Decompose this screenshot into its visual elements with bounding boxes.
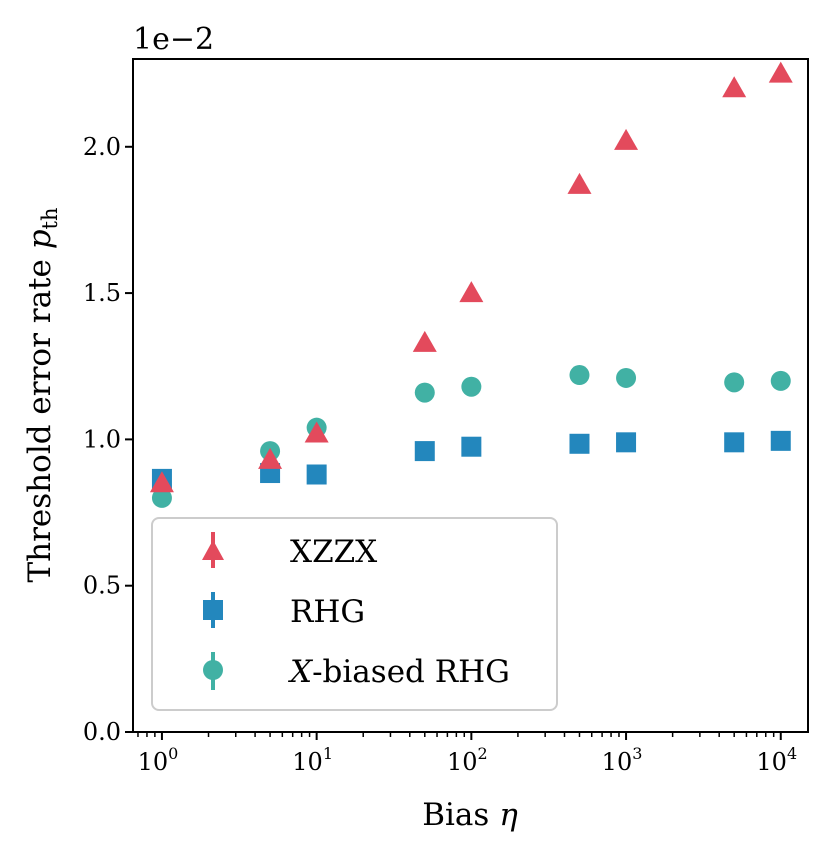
x-tick-label: 103 — [602, 744, 643, 776]
point-rhg — [306, 464, 327, 485]
point-xzzx — [722, 76, 747, 98]
point-rhg — [616, 432, 637, 453]
point-rhg — [461, 436, 482, 457]
point-x-biased-rhg — [414, 382, 435, 403]
axis-ticks: 0.0 0.5 1.0 1.5 2.0 100 101 102 103 104 — [83, 133, 797, 776]
data-marks — [149, 61, 793, 508]
legend-marker-x-biased-rhg — [203, 660, 223, 680]
legend: XZZX RHG X-biased RHG — [151, 517, 558, 711]
y-tick-label: 2.0 — [83, 133, 121, 161]
point-x-biased-rhg — [569, 365, 590, 386]
legend-entry-rhg: RHG — [203, 592, 365, 630]
legend-marker-xzzx — [202, 540, 224, 560]
point-xzzx — [412, 330, 437, 352]
x-axis-label: Bias η — [422, 797, 518, 833]
legend-label-rhg: RHG — [290, 594, 365, 630]
point-rhg — [724, 432, 745, 453]
x-tick-label: 102 — [447, 744, 488, 776]
legend-label-x-biased-rhg: X-biased RHG — [288, 654, 510, 690]
x-tick-label: 101 — [292, 744, 333, 776]
x-tick-label: 100 — [138, 744, 179, 776]
point-x-biased-rhg — [724, 372, 745, 393]
plot-frame — [132, 58, 809, 733]
point-rhg — [414, 441, 435, 462]
y-tick-label: 0.0 — [83, 718, 121, 746]
point-x-biased-rhg — [770, 370, 791, 391]
x-tick-label: 104 — [756, 744, 797, 776]
point-xzzx — [459, 281, 484, 303]
legend-label-xzzx: XZZX — [290, 534, 377, 570]
point-rhg — [770, 430, 791, 451]
point-xzzx — [258, 447, 283, 469]
offset-label: 1e−2 — [133, 22, 214, 57]
y-tick-label: 1.5 — [83, 279, 121, 307]
point-rhg — [569, 433, 590, 454]
y-axis-label: Threshold error rate pth — [22, 207, 62, 582]
legend-entry-xzzx: XZZX — [202, 532, 377, 570]
point-xzzx — [567, 172, 592, 194]
legend-marker-rhg — [203, 600, 223, 620]
legend-entry-x-biased-rhg: X-biased RHG — [203, 652, 510, 690]
point-xzzx — [149, 471, 174, 493]
point-x-biased-rhg — [151, 487, 172, 508]
point-x-biased-rhg — [616, 367, 637, 388]
point-xzzx — [304, 421, 329, 443]
y-tick-label: 1.0 — [83, 425, 121, 453]
point-xzzx — [614, 128, 639, 150]
point-x-biased-rhg — [461, 376, 482, 397]
legend-frame — [151, 517, 558, 711]
y-tick-label: 0.5 — [83, 572, 121, 600]
point-xzzx — [768, 61, 793, 83]
